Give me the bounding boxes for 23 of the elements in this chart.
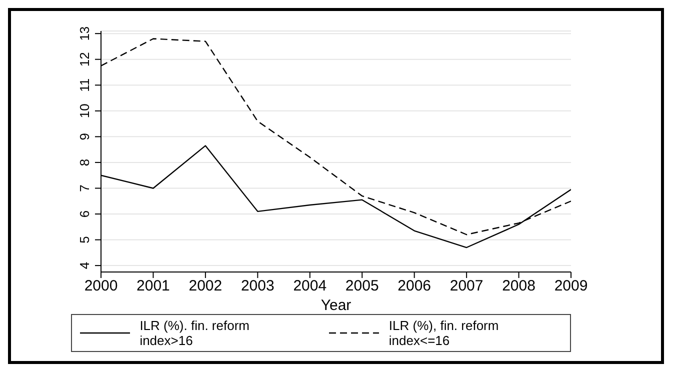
y-tick-label: 5 [77,236,92,244]
y-tick-label: 8 [77,158,92,166]
x-tick-label: 2000 [84,278,118,295]
x-tick-label: 2006 [398,278,432,295]
x-tick-label: 2004 [293,278,327,295]
y-tick-label: 13 [77,26,92,41]
y-tick-label: 6 [77,210,92,218]
x-axis-title: Year [320,297,352,314]
x-tick-label: 2007 [450,278,484,295]
legend-label: ILR (%). fin. reform index>16 [140,318,250,348]
x-tick-label: 2009 [554,278,588,295]
y-tick-label: 7 [77,184,92,192]
y-tick-label: 10 [77,104,92,118]
x-tick-label: 2005 [345,278,379,295]
x-tick-label: 2008 [502,278,536,295]
legend-label: ILR (%), fin. reform index<=16 [388,318,500,348]
x-tick-label: 2002 [188,278,222,295]
y-tick-label: 4 [77,262,92,270]
x-tick-label: 2003 [240,278,274,295]
y-tick-label: 11 [77,78,92,92]
y-tick-label: 12 [77,52,92,67]
y-tick-label: 9 [77,133,92,140]
x-tick-label: 2001 [136,278,170,295]
